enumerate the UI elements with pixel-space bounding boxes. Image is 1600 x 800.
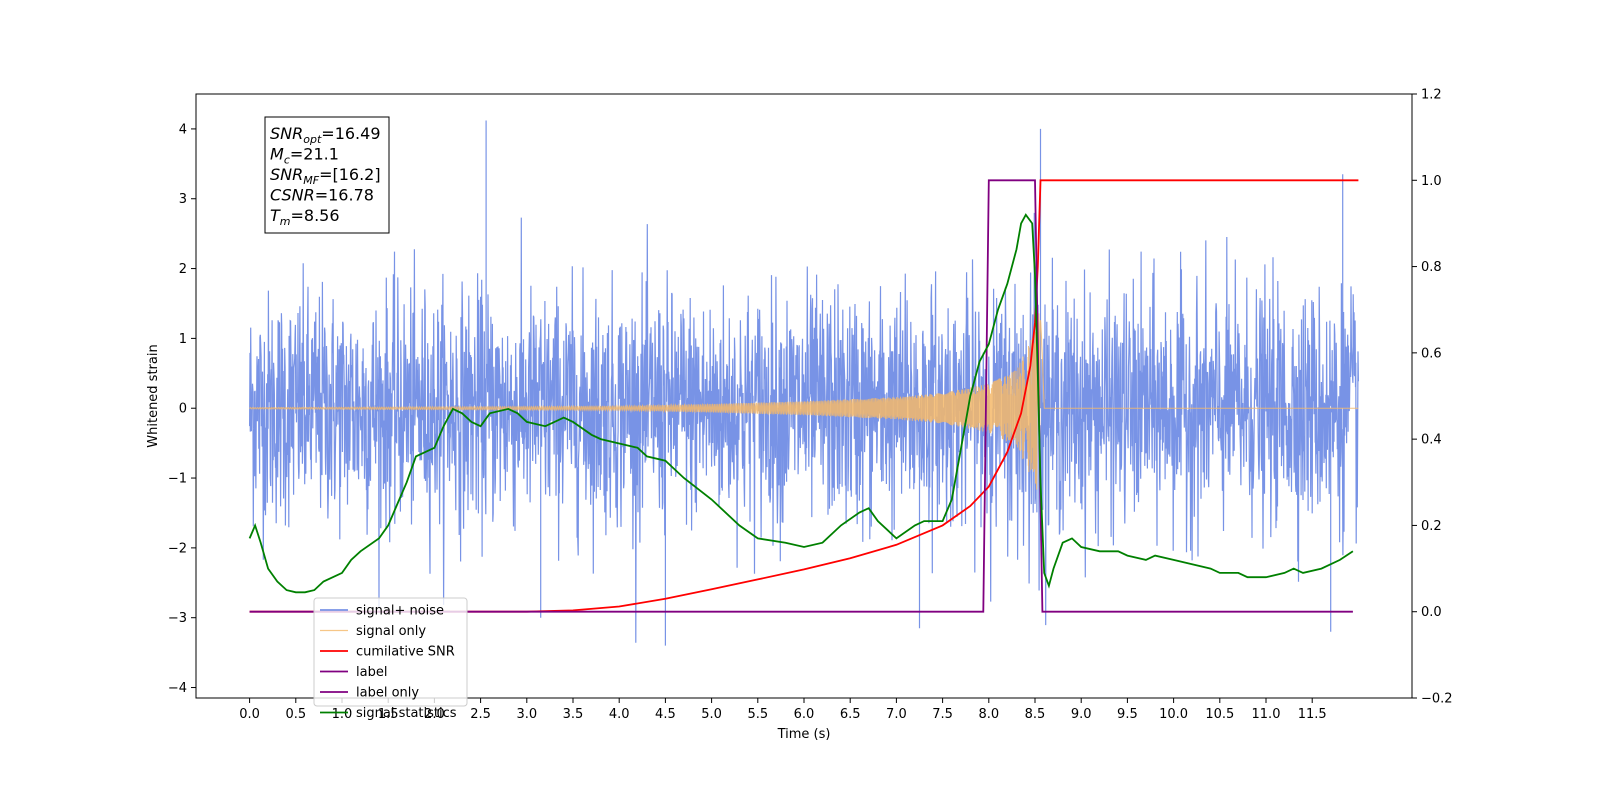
y-tick-label: 3 (179, 192, 187, 207)
info-box: SNRopt=16.49Mc=21.1SNRMF=[16.2]CSNR=16.7… (264, 116, 390, 234)
y-right-tick-label: 0.2 (1421, 519, 1442, 534)
y-right-tick-label: 0.4 (1421, 433, 1442, 448)
x-tick-label: 1.5 (378, 707, 399, 722)
x-tick-label: 10.5 (1205, 707, 1234, 722)
y-tick-label: −4 (168, 681, 187, 696)
x-tick-label: 6.0 (794, 707, 815, 722)
x-tick-label: 5.5 (747, 707, 768, 722)
x-tick-label: 6.5 (840, 707, 861, 722)
x-tick-label: 2.0 (424, 707, 445, 722)
series-label-line (249, 179, 1353, 613)
y-axis-label: Whitened strain (146, 344, 161, 447)
x-tick-label: 2.5 (470, 707, 491, 722)
x-tick-label: 3.5 (563, 707, 584, 722)
legend-label: signal statistics (356, 706, 457, 721)
y-tick-label: 4 (179, 122, 187, 137)
legend-label: label only (356, 686, 419, 701)
x-tick-label: 9.0 (1071, 707, 1092, 722)
x-tick-label: 0.0 (239, 707, 260, 722)
y-tick-label: −3 (168, 611, 187, 626)
y-right-tick-label: 0.0 (1421, 605, 1442, 620)
y-tick-label: 1 (179, 332, 187, 347)
x-tick-label: 11.0 (1252, 707, 1281, 722)
x-tick-label: 4.5 (655, 707, 676, 722)
legend: signal+ noise signal only cumilative SNR la… (313, 597, 468, 721)
y-right-tick-label: 1.2 (1421, 88, 1442, 103)
x-tick-label: 4.0 (609, 707, 630, 722)
legend-label: cumilative SNR (356, 645, 455, 660)
x-tick-label: 1.0 (332, 707, 353, 722)
info-box-line: Tm=8.56 (270, 206, 340, 228)
y-right-tick-label: 0.8 (1421, 260, 1442, 275)
y-right-tick-label: −0.2 (1421, 692, 1453, 707)
y-tick-label: 0 (179, 402, 187, 417)
x-tick-label: 8.0 (978, 707, 999, 722)
legend-frame (313, 597, 468, 707)
info-box-line: SNRopt=16.49 (270, 124, 381, 146)
x-tick-label: 7.0 (886, 707, 907, 722)
y-right-tick-label: 0.6 (1421, 346, 1442, 361)
info-box-line: Mc=21.1 (270, 145, 339, 167)
y-tick-label: −1 (168, 472, 187, 487)
x-tick-label: 11.5 (1298, 707, 1327, 722)
legend-label: signal only (356, 624, 426, 639)
x-tick-label: 3.0 (516, 707, 537, 722)
x-tick-label: 10.0 (1159, 707, 1188, 722)
legend-label: signal+ noise (356, 604, 444, 619)
x-tick-label: 7.5 (932, 707, 953, 722)
series-signal-only-line (249, 313, 1359, 490)
series-signal-statistics-line (248, 213, 1354, 594)
series-signal-noise-line (249, 120, 1359, 646)
legend-label: label (356, 665, 387, 680)
plot-area (248, 120, 1359, 646)
y-right-tick-label: 1.0 (1421, 174, 1442, 189)
x-tick-label: 9.5 (1117, 707, 1138, 722)
x-tick-label: 8.5 (1025, 707, 1046, 722)
x-tick-label: 0.5 (285, 707, 306, 722)
x-axis-label: Time (s) (777, 727, 831, 742)
y-tick-label: 2 (179, 262, 187, 277)
y-tick-label: −2 (168, 541, 187, 556)
info-box-line: SNRMF=[16.2] (270, 165, 381, 187)
x-tick-label: 5.0 (701, 707, 722, 722)
axes: 0.0 0.5 1.0 1.5 2.0 2.5 3.0 3.5 4.0 4.5 5.0 5.5 6.0 6… (168, 88, 1453, 723)
info-box-frame (264, 116, 390, 234)
info-box-line: CSNR=16.78 (270, 186, 374, 205)
